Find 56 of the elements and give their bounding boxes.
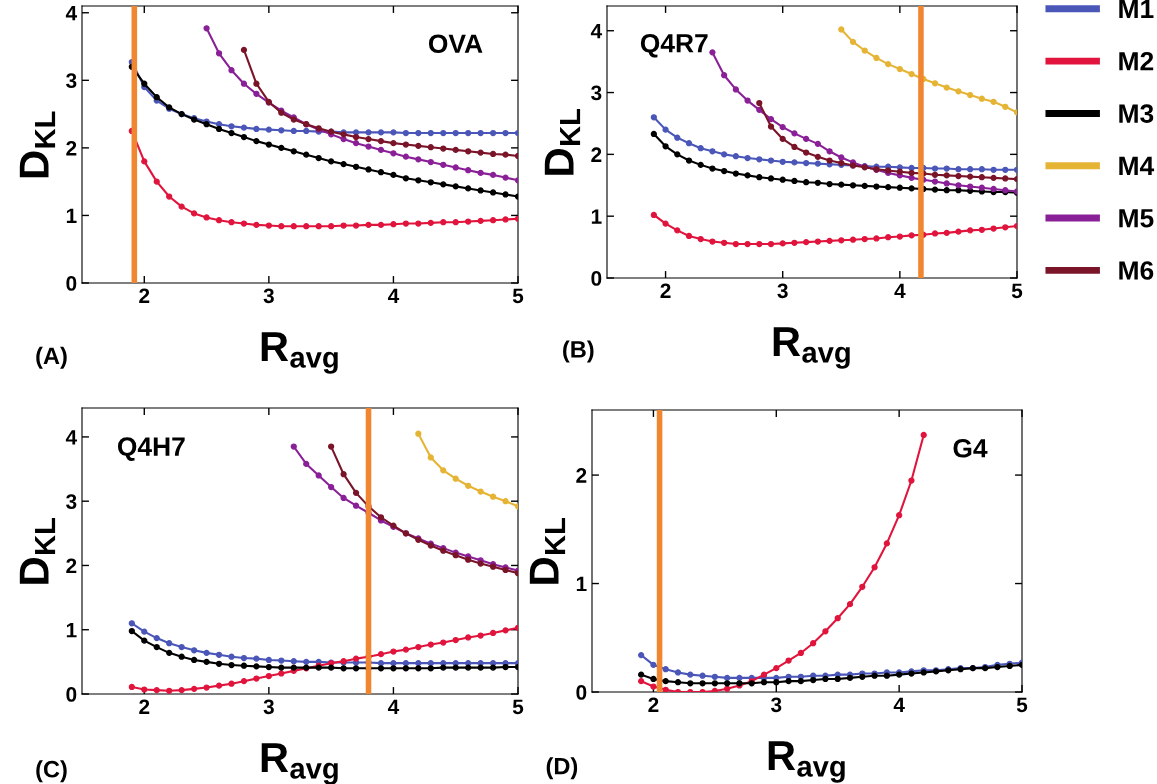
y-tick-label: 2	[66, 140, 77, 156]
x-tick-label: 3	[263, 699, 274, 715]
y-axis-title: D$_{KL}$	[19, 111, 56, 178]
y-axis-title: D$_{KL}$	[529, 517, 566, 584]
y-tick-label: 1	[576, 576, 587, 592]
x-axis-title: R$_{avg}$	[261, 743, 338, 784]
text: Q4H7	[117, 437, 185, 461]
text: (A)	[36, 346, 67, 369]
text: (D)	[546, 757, 578, 780]
text: (C)	[36, 760, 67, 783]
y-tick-label: 3	[66, 494, 77, 509]
y-axis-title: D$_{KL}$	[19, 517, 56, 584]
y-tick-label: 0	[66, 687, 77, 702]
x-tick-label: 5	[512, 288, 524, 304]
y-tick-label: 3	[66, 73, 77, 89]
x-tick-label: 5	[1016, 697, 1028, 713]
x-tick-label: 3	[770, 697, 782, 713]
x-tick-label: 3	[263, 288, 274, 304]
legend-label: M1	[1119, 0, 1154, 19]
x-tick-label: 5	[512, 699, 524, 715]
y-tick-label: 4	[65, 5, 78, 21]
x-tick-label: 4	[387, 288, 400, 303]
y-tick-label: 0	[576, 685, 587, 700]
x-tick-label: 3	[777, 283, 788, 299]
x-tick-label: 5	[1011, 283, 1023, 299]
y-axis-title: D$_{KL}$	[544, 108, 581, 175]
text: G4	[953, 438, 988, 458]
x-tick-label: 2	[139, 699, 150, 714]
y-tick-label: 0	[66, 276, 77, 291]
y-tick-label: 4	[590, 23, 603, 39]
text: Q4R7	[640, 33, 708, 58]
y-tick-label: 0	[591, 271, 602, 286]
x-axis-title: R$_{avg}$	[768, 741, 845, 783]
y-tick-label: 2	[591, 147, 602, 162]
text: OVA	[428, 34, 483, 54]
legend-label: M3	[1119, 104, 1154, 123]
x-tick-label: 4	[894, 283, 906, 298]
text: (B)	[563, 340, 594, 363]
x-axis-title: R$_{avg}$	[261, 332, 338, 374]
legend-label: M2	[1119, 51, 1154, 71]
x-tick-label: 4	[893, 697, 905, 712]
x-tick-label: 2	[648, 697, 659, 712]
legend-label: M5	[1119, 209, 1154, 228]
x-tick-label: 4	[387, 699, 400, 714]
y-tick-label: 4	[65, 430, 78, 445]
legend-label: M4	[1119, 156, 1155, 175]
x-tick-label: 2	[139, 288, 150, 303]
x-axis-title: R$_{avg}$	[773, 327, 850, 369]
y-tick-label: 1	[66, 622, 77, 638]
y-tick-label: 2	[576, 468, 587, 483]
y-tick-label: 3	[591, 85, 602, 101]
y-tick-label: 2	[66, 558, 77, 574]
y-tick-label: 1	[66, 208, 77, 223]
legend-label: M6	[1119, 261, 1154, 280]
y-tick-label: 1	[591, 209, 602, 224]
x-tick-label: 2	[660, 283, 671, 298]
